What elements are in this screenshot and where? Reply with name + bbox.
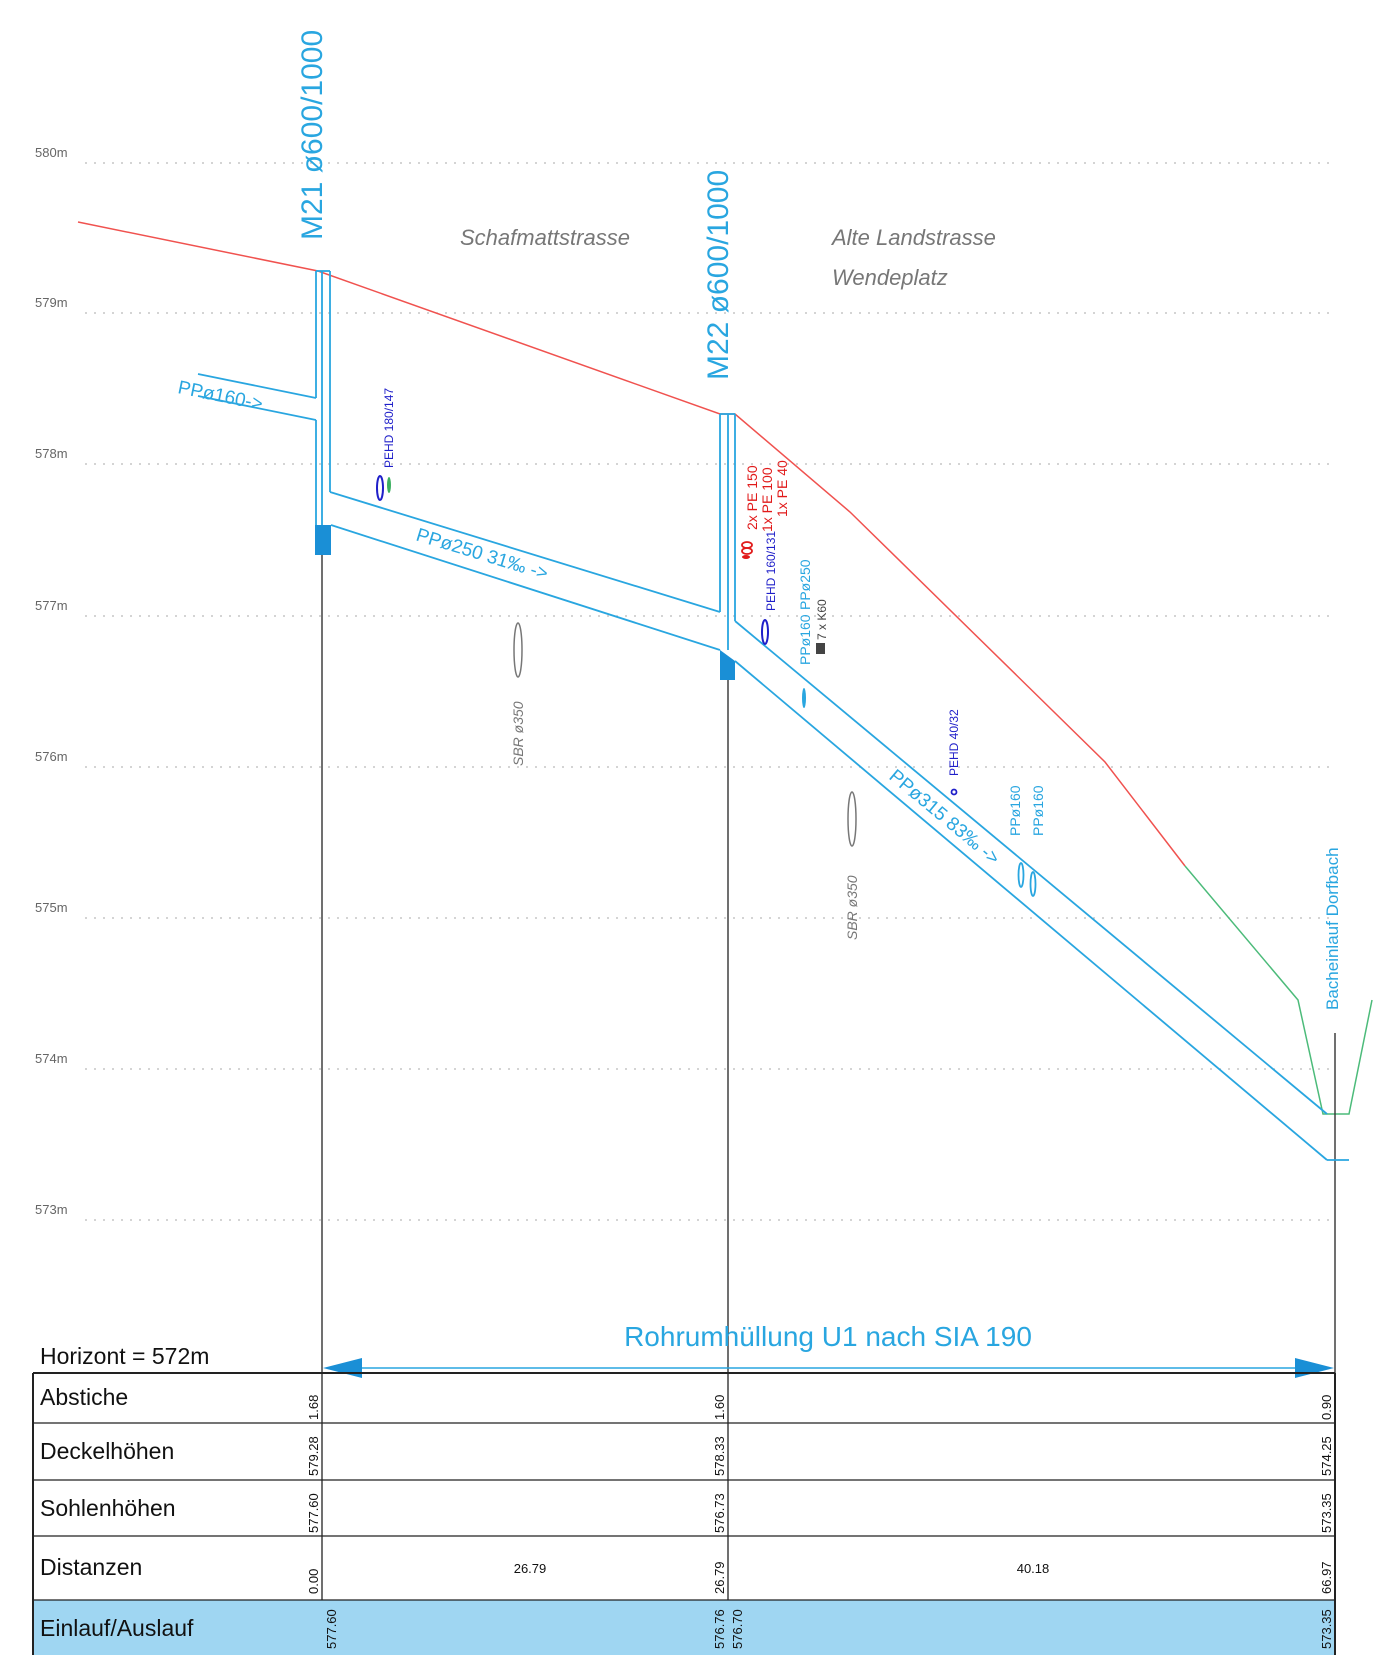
- elevation-label: 573m: [35, 1202, 68, 1217]
- elevation-label: 574m: [35, 1051, 68, 1066]
- pipe-crossing-icon: [741, 547, 753, 555]
- station-lines: [321, 555, 1336, 1655]
- arrow-right-icon: [1295, 1358, 1334, 1378]
- utility-label: PPø250: [797, 559, 813, 610]
- manhole-m22-base: [720, 650, 735, 680]
- utility-label: 7 x K60: [815, 599, 829, 640]
- pipe-label-segment1: PPø250 31‰ ->: [414, 525, 551, 585]
- pipe-crossing-icon: [761, 619, 769, 645]
- crossing-pp-k60: PPø250 PPø160 7 x K60: [797, 559, 829, 708]
- elevation-label: 575m: [35, 900, 68, 915]
- utility-label: SBR ø350: [844, 875, 860, 940]
- pipe-crossing-icon: [376, 475, 384, 501]
- cable-block-icon: [816, 643, 825, 654]
- street-name: Alte Landstrasse: [830, 225, 996, 250]
- pipe-crossing-icon: [950, 788, 958, 796]
- horizon-label: Horizont = 572m: [40, 1343, 209, 1369]
- crossing-sbr-2: SBR ø350: [844, 791, 860, 940]
- manhole-m22: [719, 413, 736, 650]
- pipe-crossing-icon: [1017, 862, 1025, 888]
- utility-label: 2x PE 150: [744, 465, 760, 530]
- utility-label: PPø160: [1030, 785, 1046, 836]
- elevation-labels: 580m 579m 578m 577m 576m 575m 574m 573m: [35, 145, 68, 1217]
- table-cell: 1.60: [712, 1395, 727, 1420]
- outlet-label: Bacheinlauf Dorfbach: [1323, 847, 1342, 1010]
- manhole-m22-label: M22 ø600/1000: [702, 170, 735, 380]
- table-row-header: Abstiche: [40, 1384, 128, 1410]
- table-cell: 573.35: [1319, 1609, 1334, 1649]
- encasement-label: Rohrumhüllung U1 nach SIA 190: [624, 1321, 1032, 1352]
- table-cell: 1.68: [306, 1395, 321, 1420]
- elevation-label: 580m: [35, 145, 68, 160]
- table-cell: 576.76: [712, 1609, 727, 1649]
- utility-label: PPø160: [1007, 785, 1023, 836]
- table-cell: 577.60: [306, 1493, 321, 1533]
- street-name: Wendeplatz: [832, 265, 948, 290]
- table-cell: 40.18: [1017, 1561, 1050, 1576]
- table-cell: 579.28: [306, 1436, 321, 1476]
- elevation-label: 576m: [35, 749, 68, 764]
- crossing-pehd-180: PEHD 180/147: [376, 388, 396, 501]
- table-cell: 576.70: [730, 1609, 745, 1649]
- table-cell: 0.00: [306, 1569, 321, 1594]
- elevation-label: 577m: [35, 598, 68, 613]
- table-row-header: Deckelhöhen: [40, 1438, 174, 1464]
- pipe-label-segment2: PPø315 83‰ ->: [885, 766, 1004, 870]
- crossing-pp160-pair: PPø160 PPø160: [1007, 785, 1046, 897]
- pipes: [197, 373, 1349, 1161]
- street-name: Schafmattstrasse: [460, 225, 630, 250]
- elevation-label: 579m: [35, 295, 68, 310]
- table-row-header: Distanzen: [40, 1554, 142, 1580]
- utility-label: SBR ø350: [510, 701, 526, 766]
- pipe-label-inlet: PPø160->: [176, 377, 265, 415]
- table-cell: 573.35: [1319, 1493, 1334, 1533]
- pipe-crossing-icon: [387, 477, 391, 493]
- pipe-crossing-icon: [1029, 871, 1037, 897]
- table-cell: 0.90: [1319, 1395, 1334, 1420]
- pipe-crossing-icon: [742, 555, 750, 559]
- crossing-pehd-160: PEHD 160/131: [761, 531, 778, 645]
- elevation-grid: [85, 162, 1335, 1221]
- table-row-header: Sohlenhöhen: [40, 1495, 176, 1521]
- pipe-crossing-icon: [847, 791, 857, 847]
- manhole-m21: [315, 270, 331, 525]
- crossing-pe-bundle: 2x PE 150 1x PE 100 1x PE 40: [741, 460, 790, 559]
- encasement-dimension: Rohrumhüllung U1 nach SIA 190: [323, 1321, 1334, 1378]
- data-table: Abstiche Deckelhöhen Sohlenhöhen Distanz…: [32, 1372, 1336, 1655]
- table-row-highlight: [33, 1600, 1335, 1655]
- utility-label: PPø160: [797, 614, 813, 665]
- table-cell: 574.25: [1319, 1436, 1334, 1476]
- table-row-header: Einlauf/Auslauf: [40, 1615, 194, 1641]
- crossing-pehd-40: PEHD 40/32: [947, 709, 961, 796]
- utility-label: PEHD 40/32: [947, 709, 961, 776]
- arrow-left-icon: [323, 1358, 362, 1378]
- manhole-m21-label: M21 ø600/1000: [296, 30, 329, 240]
- pipe-crossing-icon: [513, 622, 523, 678]
- pipe-crossing-icon: [802, 688, 806, 708]
- utility-label: PEHD 180/147: [382, 388, 396, 468]
- table-cell: 577.60: [324, 1609, 339, 1649]
- elevation-label: 578m: [35, 446, 68, 461]
- terrain-line-green: [1184, 865, 1373, 1115]
- crossing-sbr-1: SBR ø350: [510, 622, 526, 766]
- utility-label: 1x PE 40: [774, 460, 790, 517]
- table-cell: 26.79: [712, 1561, 727, 1594]
- table-cell: 576.73: [712, 1493, 727, 1533]
- utility-label: PEHD 160/131: [764, 531, 778, 611]
- table-cell: 66.97: [1319, 1561, 1334, 1594]
- manhole-m21-base: [315, 525, 331, 555]
- table-cell: 578.33: [712, 1436, 727, 1476]
- table-cell: 26.79: [514, 1561, 547, 1576]
- utility-label: 1x PE 100: [759, 467, 775, 532]
- terrain-line-red: [77, 221, 1186, 867]
